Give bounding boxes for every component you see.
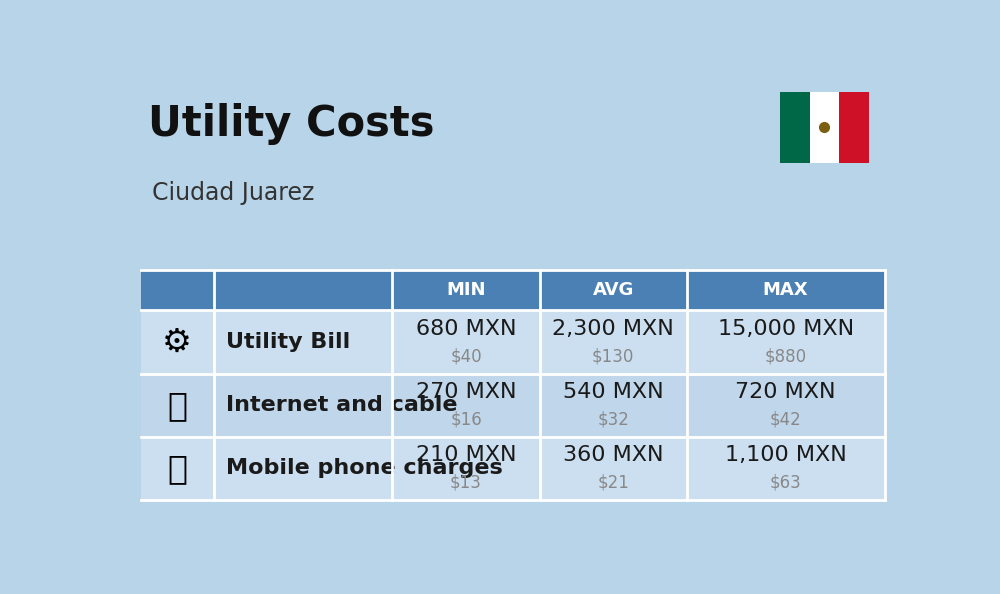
Bar — [839, 92, 869, 163]
Text: 680 MXN: 680 MXN — [416, 319, 516, 339]
Text: Utility Bill: Utility Bill — [226, 332, 350, 352]
Text: $32: $32 — [597, 411, 629, 429]
Bar — [214, 270, 392, 311]
Text: $63: $63 — [770, 474, 802, 492]
Text: Mobile phone charges: Mobile phone charges — [226, 459, 503, 478]
Text: 📶: 📶 — [167, 388, 187, 422]
Text: 📱: 📱 — [167, 452, 187, 485]
Bar — [140, 437, 885, 500]
Text: $13: $13 — [450, 474, 482, 492]
Bar — [392, 270, 540, 311]
Text: Internet and cable: Internet and cable — [226, 395, 457, 415]
Text: MIN: MIN — [446, 282, 486, 299]
Text: 360 MXN: 360 MXN — [563, 446, 664, 466]
Bar — [140, 270, 214, 311]
Text: 720 MXN: 720 MXN — [735, 383, 836, 402]
Text: $42: $42 — [770, 411, 802, 429]
Text: MAX: MAX — [763, 282, 808, 299]
Text: 270 MXN: 270 MXN — [416, 383, 516, 402]
Text: 210 MXN: 210 MXN — [416, 446, 516, 466]
Text: $880: $880 — [765, 347, 807, 366]
Bar — [687, 270, 885, 311]
Text: AVG: AVG — [593, 282, 634, 299]
Text: $130: $130 — [592, 347, 634, 366]
Bar — [140, 311, 885, 374]
Text: $21: $21 — [597, 474, 629, 492]
Text: $16: $16 — [450, 411, 482, 429]
Bar — [780, 92, 810, 163]
Text: $40: $40 — [450, 347, 482, 366]
Text: 15,000 MXN: 15,000 MXN — [718, 319, 854, 339]
Text: Ciudad Juarez: Ciudad Juarez — [152, 181, 314, 205]
Text: 1,100 MXN: 1,100 MXN — [725, 446, 847, 466]
Text: Utility Costs: Utility Costs — [148, 103, 435, 146]
Text: ⚙️: ⚙️ — [162, 326, 192, 359]
Text: 540 MXN: 540 MXN — [563, 383, 664, 402]
Bar — [140, 374, 885, 437]
Bar — [540, 270, 687, 311]
Text: 2,300 MXN: 2,300 MXN — [552, 319, 674, 339]
Bar — [810, 92, 839, 163]
